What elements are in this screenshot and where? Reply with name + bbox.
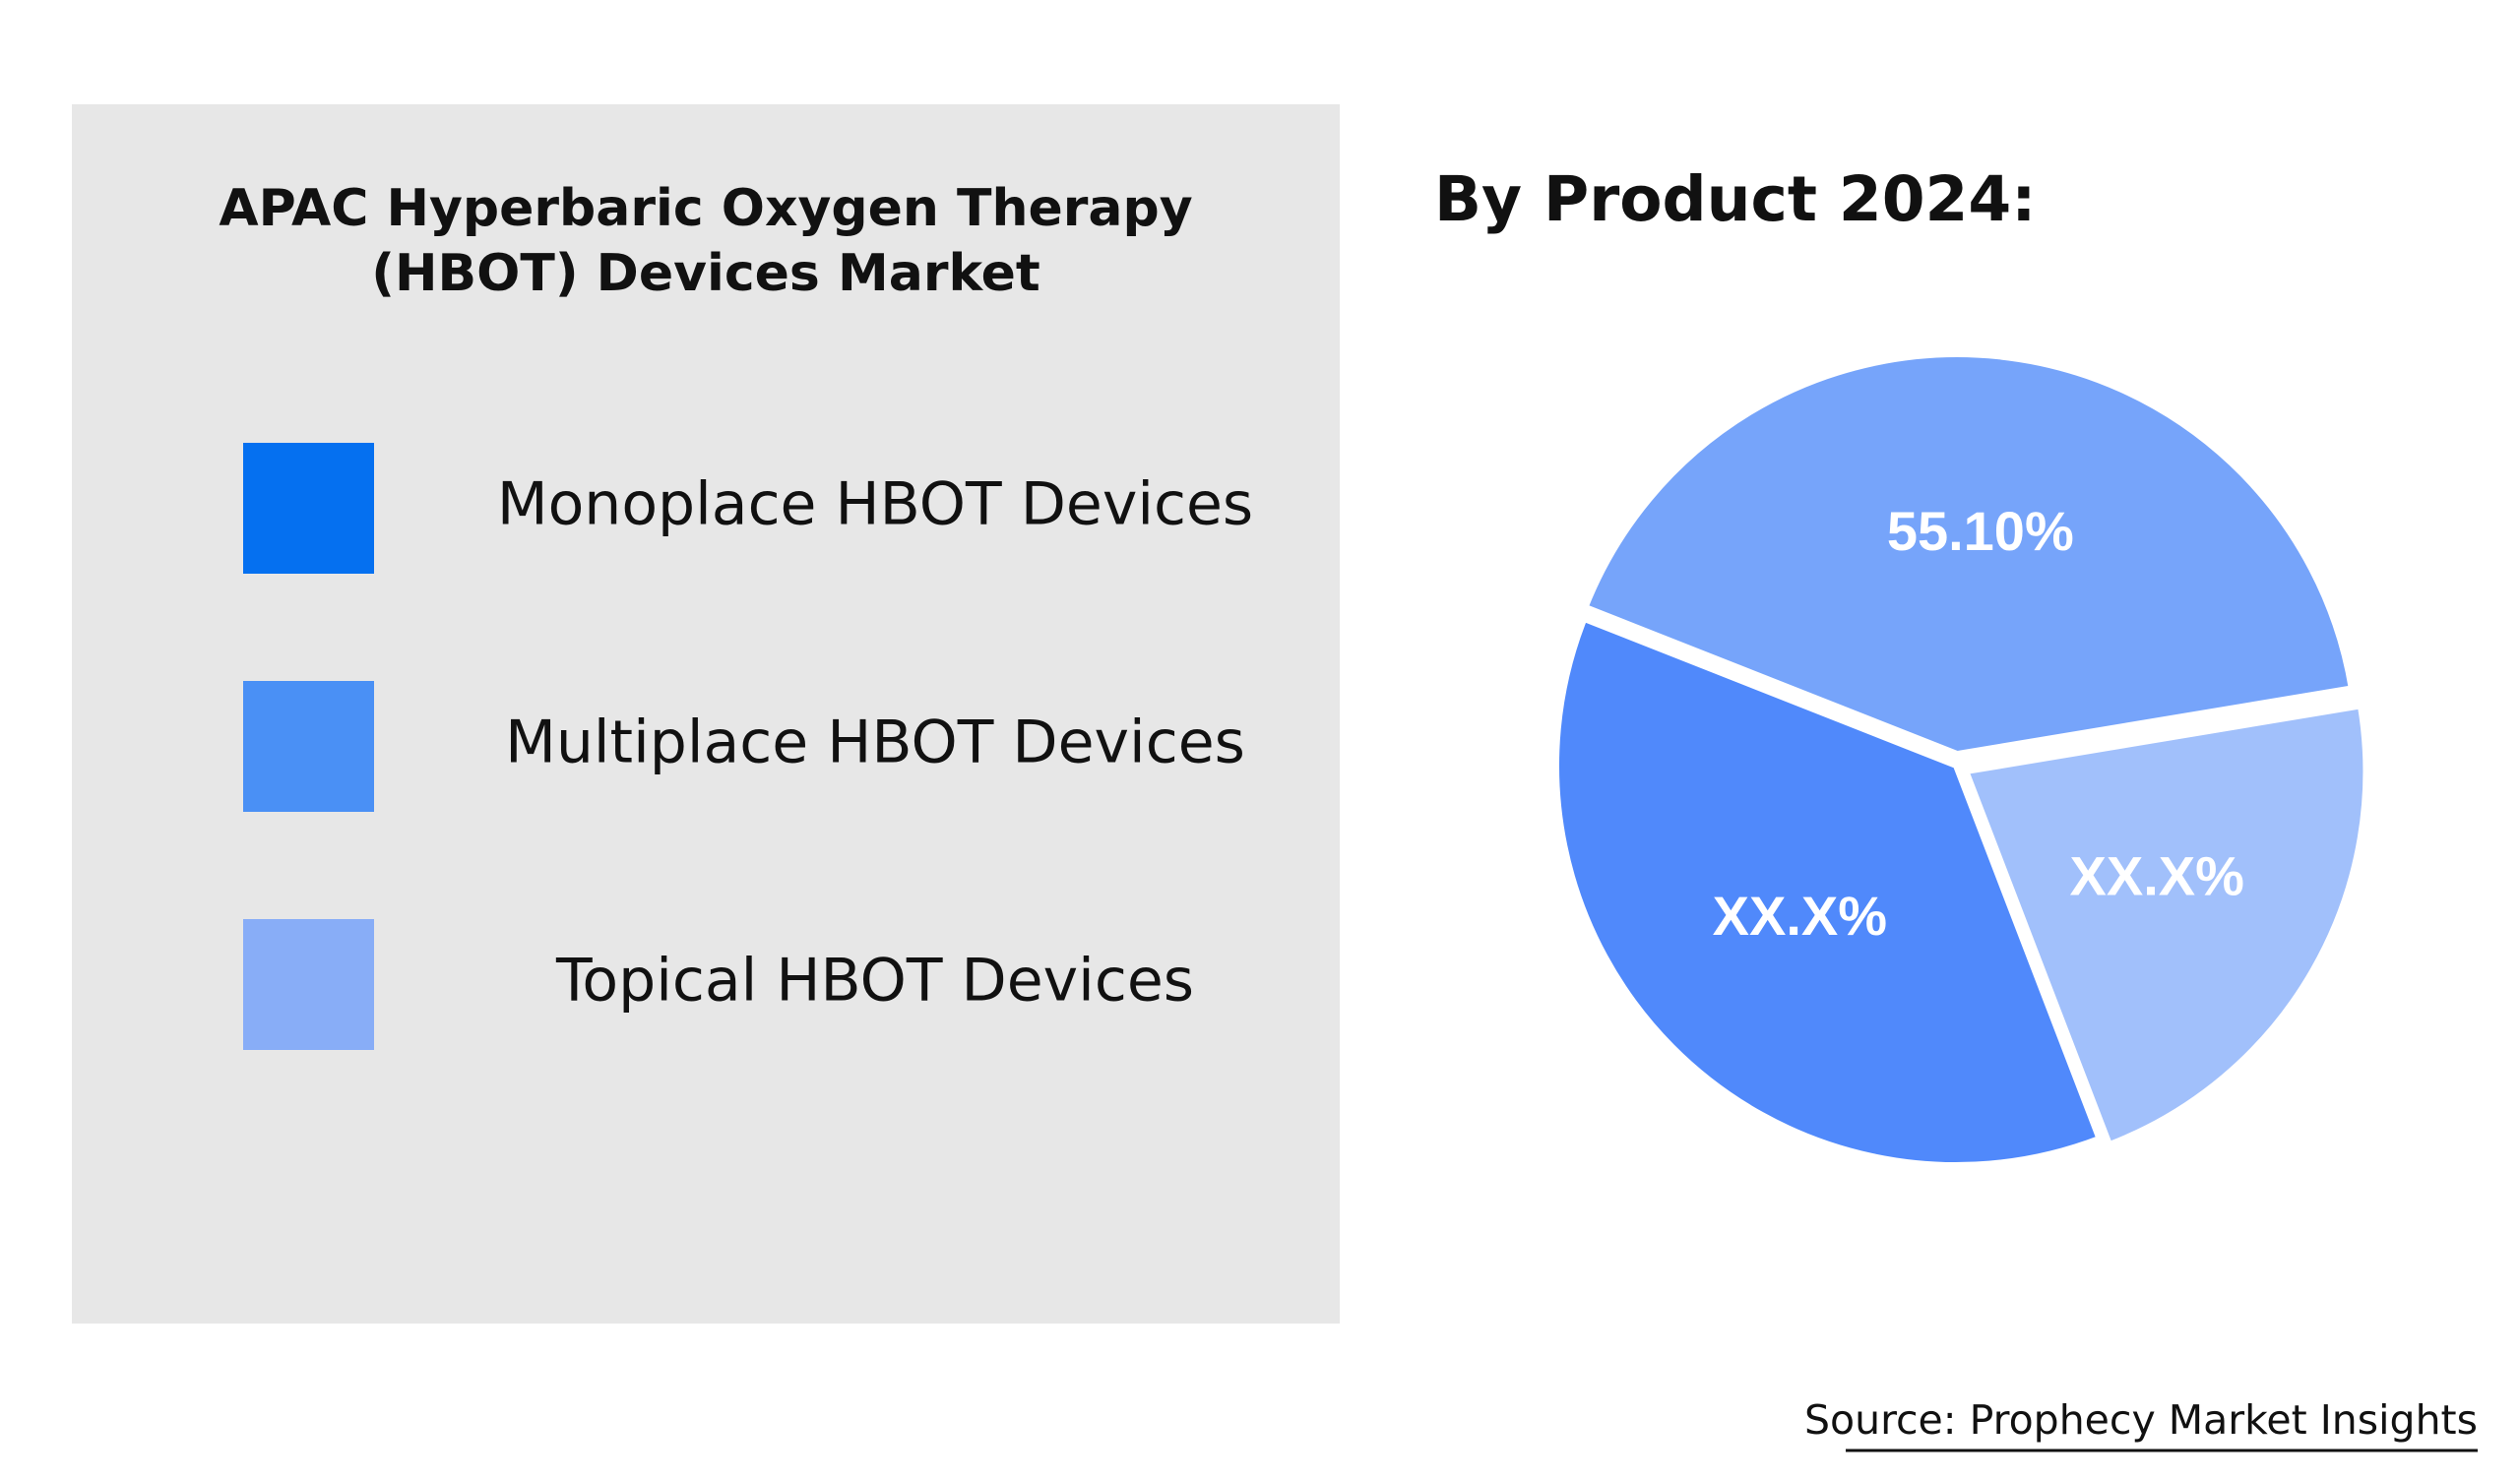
legend-label: Topical HBOT Devices (555, 947, 1194, 1016)
legend-swatch (243, 443, 374, 574)
pie-slice (1581, 351, 2356, 758)
chart-title: APAC Hyperbaric Oxygen Therapy (HBOT) Dev… (219, 179, 1192, 303)
legend-label: Monoplace HBOT Devices (497, 470, 1253, 539)
slice-label: XX.X% (1713, 885, 1887, 947)
legend-label: Multiplace HBOT Devices (505, 709, 1245, 777)
source: Source: Prophecy Market Insights (1804, 1396, 2478, 1444)
pie-slice (1553, 615, 2104, 1168)
chart-subtitle: By Product 2024: (1434, 163, 2036, 235)
pie-slice (1962, 702, 2369, 1148)
legend-swatch (243, 919, 374, 1050)
slice-label: XX.X% (2070, 845, 2244, 907)
legend-swatch (243, 681, 374, 812)
slice-label: 55.10% (1887, 500, 2074, 562)
